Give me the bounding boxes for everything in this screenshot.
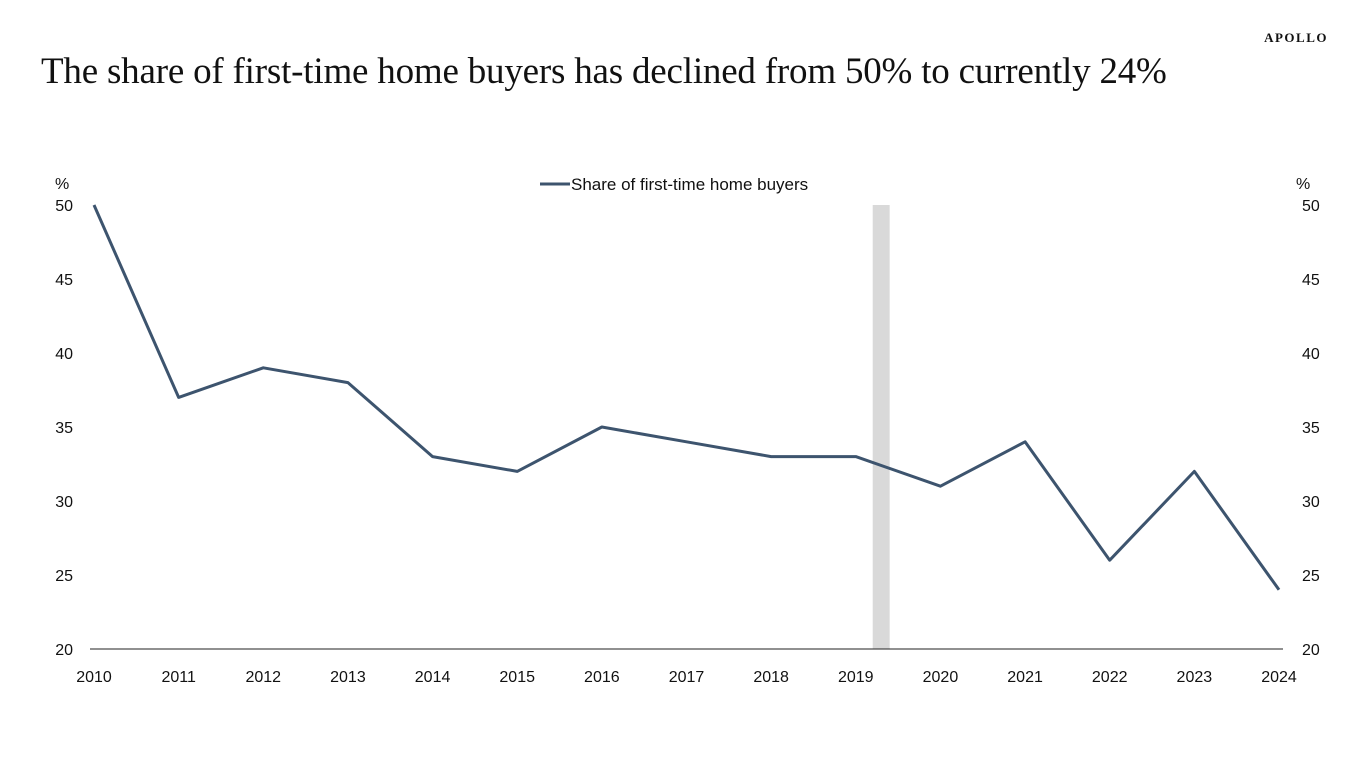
- x-tick-label: 2010: [76, 669, 112, 686]
- y-tick-label-right: 50: [1302, 198, 1320, 215]
- brand-logo: APOLLO: [1264, 30, 1328, 45]
- x-tick-label: 2016: [584, 669, 620, 686]
- y-tick-label-left: 25: [55, 568, 73, 585]
- y-tick-label-right: 35: [1302, 420, 1320, 437]
- x-tick-label: 2012: [245, 669, 281, 686]
- y-tick-label-left: 30: [55, 494, 73, 511]
- x-tick-label: 2019: [838, 669, 874, 686]
- y-tick-label-right: 45: [1302, 272, 1320, 289]
- x-tick-label: 2022: [1092, 669, 1128, 686]
- y-tick-label-right: 25: [1302, 568, 1320, 585]
- x-tick-label: 2023: [1177, 669, 1213, 686]
- y-tick-label-left: 40: [55, 346, 73, 363]
- x-tick-label: 2015: [499, 669, 535, 686]
- x-tick-label: 2018: [753, 669, 789, 686]
- x-tick-label: 2014: [415, 669, 451, 686]
- y-axis-right: 20 25 30 35 40 45 50: [1302, 198, 1320, 659]
- y-tick-label-left: 50: [55, 198, 73, 215]
- series: [92, 204, 1281, 591]
- y-tick-label-right: 20: [1302, 642, 1320, 659]
- x-tick-label: 2013: [330, 669, 366, 686]
- y-tick-label-right: 40: [1302, 346, 1320, 363]
- y-unit-left: %: [55, 176, 69, 193]
- x-tick-label: 2024: [1261, 669, 1297, 686]
- shaded-band: [872, 205, 890, 649]
- chart-title: The share of first-time home buyers has …: [41, 51, 1167, 92]
- y-unit-right: %: [1296, 176, 1310, 193]
- x-tick-label: 2017: [669, 669, 705, 686]
- x-tick-label: 2011: [161, 669, 196, 686]
- legend: Share of first-time home buyers: [540, 175, 808, 194]
- y-tick-label-left: 35: [55, 420, 73, 437]
- legend-label: Share of first-time home buyers: [571, 175, 808, 194]
- y-tick-label-left: 45: [55, 272, 73, 289]
- x-tick-label: 2020: [923, 669, 959, 686]
- series-line: [92, 204, 1281, 591]
- y-tick-label-right: 30: [1302, 494, 1320, 511]
- y-axis-left: 20 25 30 35 40 45 50: [55, 198, 73, 659]
- y-tick-label-left: 20: [55, 642, 73, 659]
- shaded-region: [872, 205, 890, 649]
- x-tick-label: 2021: [1007, 669, 1043, 686]
- x-axis-ticks: 2010 2011 2012 2013 2014 2015 2016 2017 2018 2019…: [76, 669, 1297, 686]
